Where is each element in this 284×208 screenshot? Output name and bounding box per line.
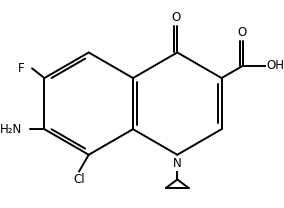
Text: O: O <box>172 11 181 24</box>
Text: O: O <box>237 26 247 39</box>
Text: F: F <box>18 62 25 75</box>
Text: N: N <box>173 157 182 170</box>
Text: OH: OH <box>267 59 284 72</box>
Text: H₂N: H₂N <box>0 123 22 136</box>
Text: Cl: Cl <box>73 173 85 186</box>
